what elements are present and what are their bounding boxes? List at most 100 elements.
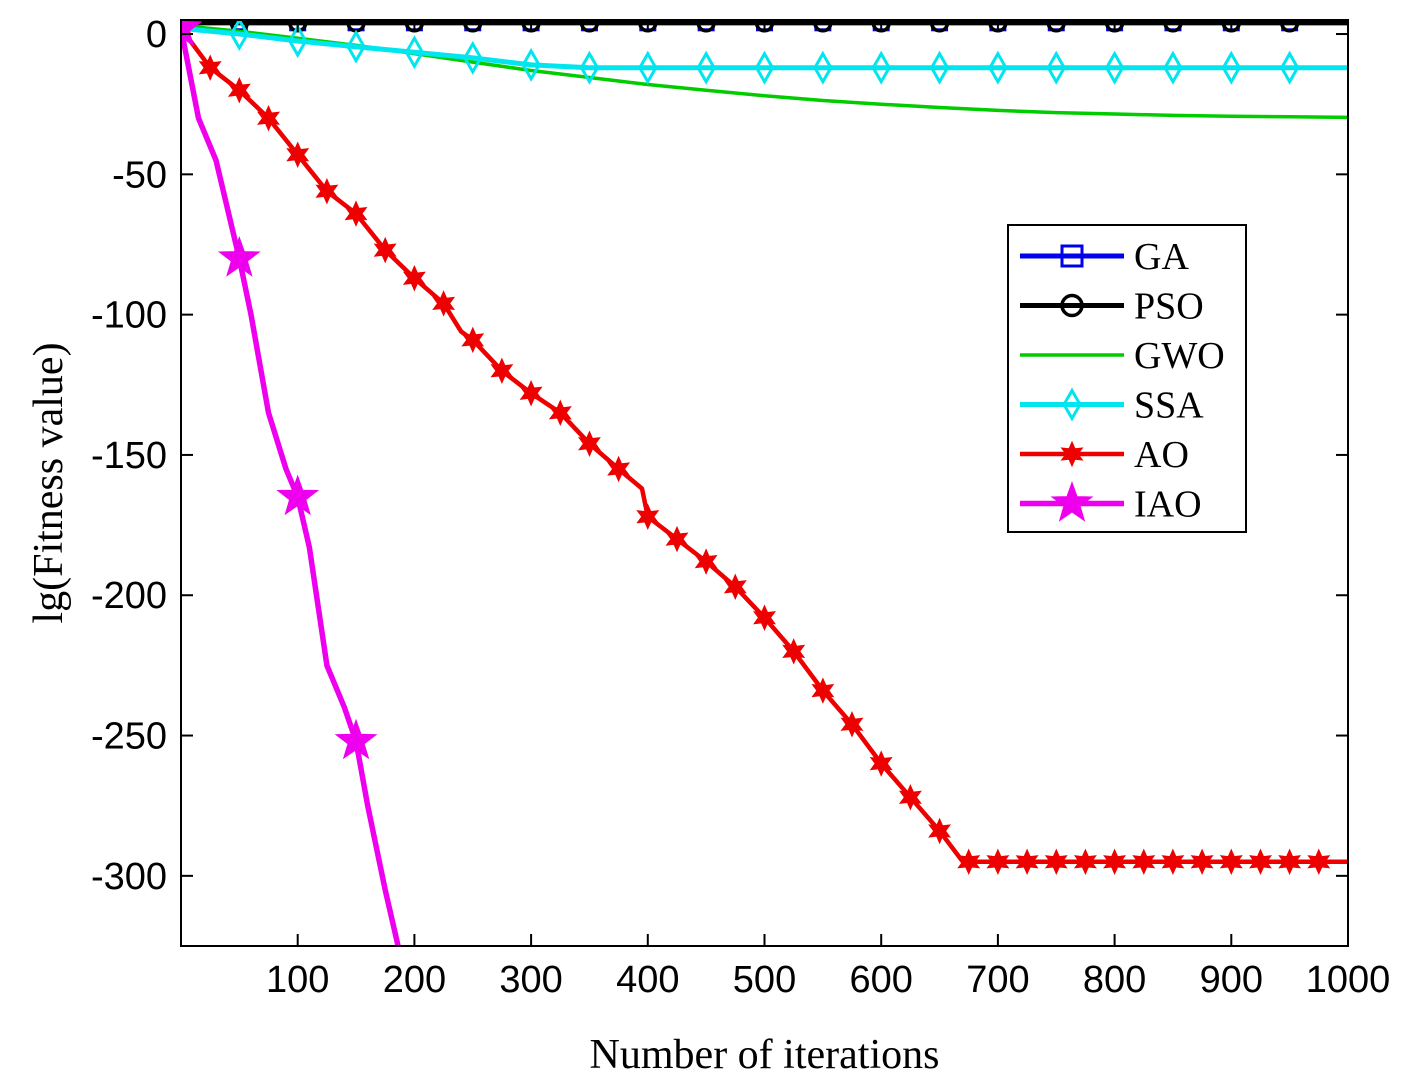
x-tick-label: 100	[266, 959, 329, 1001]
data-point-ao	[1015, 848, 1039, 876]
series-ssa	[181, 20, 1348, 85]
legend-label: GWO	[1134, 335, 1225, 377]
data-point-ao	[607, 455, 631, 483]
data-point-ssa	[696, 50, 716, 85]
data-point-ao	[694, 548, 718, 575]
x-axis-ticks: 100 200 300 400 500 600 700 800 900 1000	[266, 20, 1390, 1001]
data-point-ssa	[1221, 50, 1242, 85]
data-point-ssa	[871, 50, 891, 85]
x-tick-label: 900	[1200, 959, 1263, 1001]
series-layer	[181, 20, 1348, 946]
data-point-ao	[227, 76, 251, 104]
data-point-ao	[898, 784, 922, 811]
y-tick-label: -50	[112, 154, 167, 196]
data-point-ao	[461, 326, 485, 354]
data-point-ssa	[1163, 50, 1183, 85]
data-point-ssa	[1104, 50, 1125, 85]
series-gwo	[181, 23, 1348, 120]
data-point-ao	[665, 525, 689, 553]
data-point-ao	[1132, 848, 1156, 876]
data-point-ssa	[463, 40, 483, 75]
legend-label: IAO	[1134, 484, 1202, 526]
y-tick-label: -250	[91, 716, 167, 758]
legend-marker	[1060, 440, 1084, 468]
legend-box	[1007, 224, 1247, 533]
series-line-gwo	[181, 23, 1348, 120]
y-axis-title: lg(Fitness value)	[26, 342, 72, 623]
data-point-iao	[276, 474, 320, 516]
data-point-ao	[723, 573, 747, 601]
y-tick-label: -150	[91, 435, 167, 477]
data-point-ao	[1161, 848, 1185, 876]
data-point-ao	[519, 379, 543, 407]
legend-marker	[1050, 481, 1094, 522]
data-point-ao	[1073, 848, 1097, 876]
data-point-ao	[286, 141, 310, 168]
data-point-ssa	[813, 50, 833, 85]
data-point-pso	[813, 20, 833, 33]
data-point-ao	[753, 604, 776, 631]
x-tick-label: 300	[499, 959, 562, 1001]
data-point-ao	[373, 236, 397, 264]
data-point-ao	[1044, 848, 1068, 876]
data-point-pso	[929, 20, 950, 33]
data-point-iao	[334, 718, 378, 760]
data-point-pso	[463, 20, 483, 33]
legend-label: SSA	[1134, 385, 1204, 427]
data-point-ao	[432, 290, 456, 317]
data-point-ao	[1307, 848, 1331, 876]
data-point-ao	[548, 399, 572, 427]
data-point-ssa	[287, 24, 308, 59]
data-point-ao	[782, 638, 806, 665]
x-tick-label: 800	[1083, 959, 1146, 1001]
data-point-ao	[957, 848, 981, 876]
data-point-ao	[928, 817, 951, 845]
data-point-ssa	[1046, 50, 1066, 85]
legend: GA PSO GWO SSA AO IAO	[1007, 224, 1247, 533]
data-point-pso	[579, 20, 600, 33]
data-point-ssa	[929, 50, 950, 85]
data-point-ssa	[1279, 50, 1300, 85]
data-point-pso	[1279, 20, 1300, 33]
series-ao	[181, 20, 1348, 876]
x-axis-title: Number of iterations	[590, 1032, 940, 1078]
data-point-ao	[1219, 848, 1243, 876]
data-point-ssa	[754, 50, 775, 85]
y-tick-label: -200	[91, 575, 167, 617]
data-point-ao	[315, 177, 339, 205]
data-point-ao	[257, 104, 280, 132]
data-point-pso	[1163, 20, 1183, 33]
data-point-ao	[1278, 848, 1302, 876]
data-point-ao	[1249, 848, 1272, 876]
x-tick-label: 1000	[1306, 959, 1391, 1001]
data-point-ssa	[579, 50, 600, 85]
data-point-ao	[1190, 848, 1214, 876]
legend-item-ssa: SSA	[1020, 385, 1204, 427]
data-point-iao	[181, 20, 203, 47]
legend-item-iao: IAO	[1020, 481, 1202, 526]
y-tick-label: 0	[146, 14, 167, 56]
data-point-ao	[811, 677, 835, 704]
legend-item-ao: AO	[1020, 434, 1189, 476]
y-tick-label: -300	[91, 856, 167, 898]
data-point-ao	[636, 503, 660, 530]
data-point-ssa	[988, 50, 1008, 85]
legend-marker	[1060, 244, 1084, 268]
data-point-ao	[198, 54, 222, 81]
x-tick-label: 200	[383, 959, 446, 1001]
y-axis-ticks: 0 -50 -100 -150 -200 -250 -300	[91, 14, 1348, 898]
data-point-ssa	[521, 47, 541, 82]
x-tick-label: 500	[733, 959, 796, 1001]
data-point-ao	[402, 264, 426, 292]
series-line-iao	[181, 27, 401, 946]
data-point-ssa	[638, 50, 658, 85]
legend-label: AO	[1134, 434, 1189, 476]
data-point-ssa	[346, 29, 366, 64]
data-point-pso	[696, 20, 716, 33]
data-point-ssa	[404, 35, 425, 70]
x-tick-label: 400	[616, 959, 679, 1001]
data-point-ao	[869, 750, 893, 777]
series-line-ssa	[181, 25, 1348, 71]
data-point-ao	[490, 357, 514, 385]
